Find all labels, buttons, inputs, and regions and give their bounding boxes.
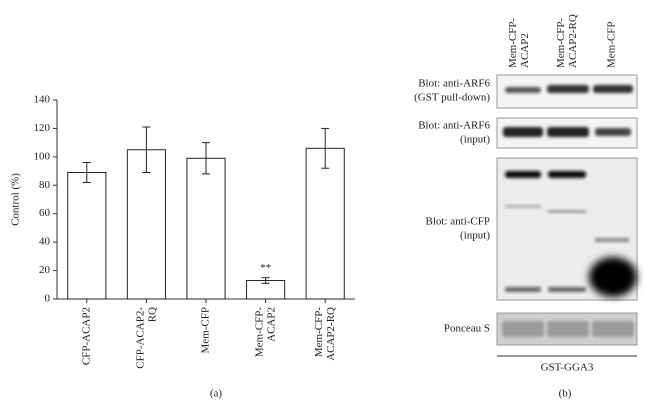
bar: [186, 157, 226, 300]
y-tick-label: 40: [39, 236, 51, 248]
y-tick-label: 140: [34, 94, 51, 106]
y-tick-label: 100: [34, 150, 51, 162]
row-label: Ponceau S: [444, 323, 490, 335]
x-tick-label: CFP-ACAP2-RQ: [134, 307, 158, 369]
row-label: Blot: anti-ARF6: [418, 78, 490, 90]
y-axis-label: Control (%): [10, 173, 22, 226]
y-tick-label: 60: [39, 207, 51, 219]
band: [503, 127, 543, 137]
x-tick-label: Mem-CFP-ACAP2-RQ: [313, 307, 337, 361]
band: [595, 238, 629, 242]
western-blot: [496, 74, 638, 357]
band: [589, 257, 637, 297]
panel-label: (a): [210, 388, 223, 400]
row-label: (input): [460, 230, 490, 242]
row-label: (GST pull-down): [414, 92, 490, 104]
band: [547, 85, 589, 93]
bait-label: GST-GGA3: [541, 362, 594, 374]
row-label: Blot: anti-CFP: [426, 216, 491, 228]
bar: [305, 147, 345, 300]
band: [593, 85, 633, 93]
y-tick-label: 20: [39, 264, 51, 276]
y-tick-label: 80: [39, 179, 51, 191]
bar: [126, 149, 166, 300]
lane-label: Mem-CFP-ACAP2: [506, 18, 530, 68]
band: [505, 205, 541, 208]
lane-label: Mem-CFP: [606, 22, 618, 68]
bar: [67, 171, 107, 300]
band: [548, 287, 586, 292]
x-tick-label: Mem-CFP: [200, 307, 212, 353]
band: [505, 171, 541, 178]
band: [505, 287, 541, 292]
annotation: **: [260, 262, 271, 274]
x-tick-label: CFP-ACAP2: [80, 307, 92, 365]
y-tick-label: 120: [34, 122, 51, 134]
band: [548, 171, 586, 178]
row-label: Blot: anti-ARF6: [418, 120, 490, 132]
x-tick-label: Mem-CFP-ACAP2: [253, 307, 277, 357]
band: [592, 321, 634, 337]
band: [502, 321, 544, 337]
band: [547, 127, 589, 137]
band: [548, 210, 586, 213]
row-label: (input): [460, 134, 490, 146]
y-tick-label: 0: [45, 293, 51, 305]
lane-label: Mem-CFP-ACAP2-RQ: [554, 14, 578, 68]
band: [547, 321, 589, 337]
panel-label: (b): [559, 388, 572, 400]
band: [595, 128, 631, 136]
band: [505, 87, 541, 93]
